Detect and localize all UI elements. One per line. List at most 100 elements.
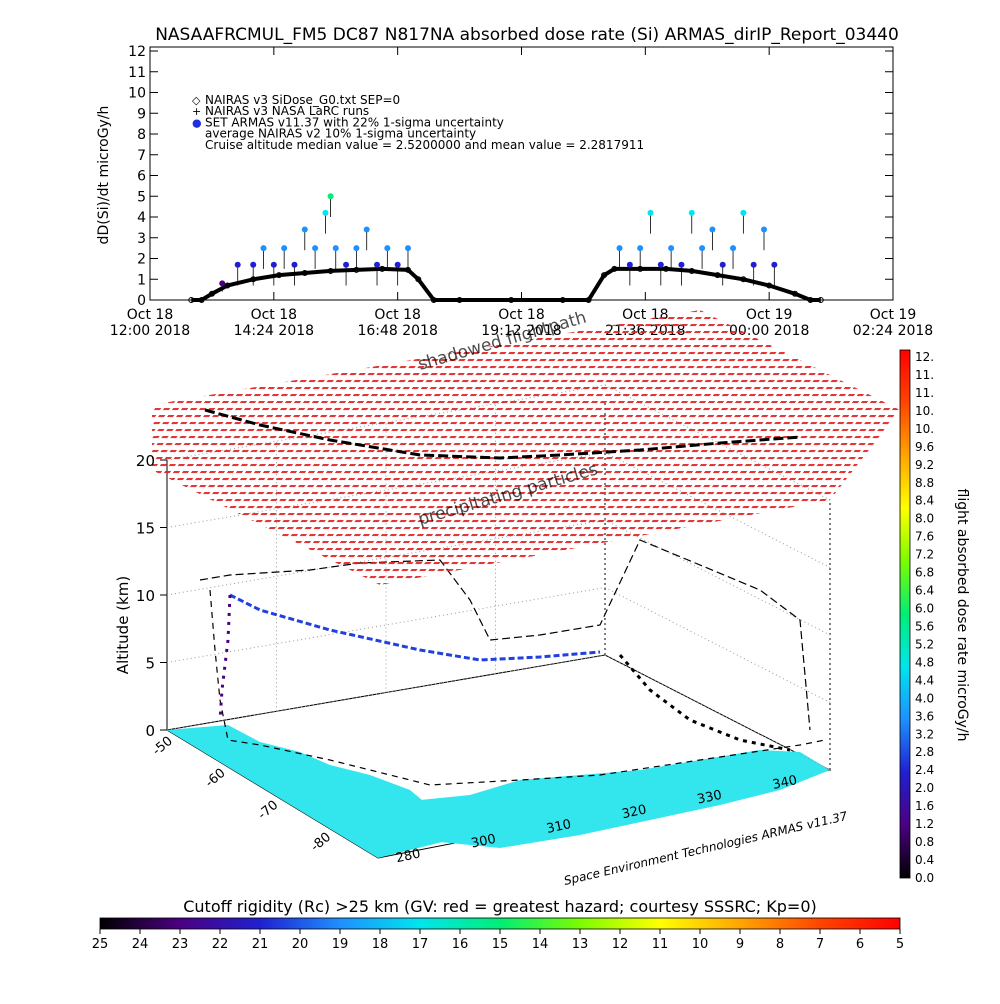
armas-point (281, 245, 288, 252)
z-tick-label: 5 (145, 655, 155, 673)
flightpath-descent (618, 654, 791, 752)
dose-colorbar-tick: 1.2 (915, 817, 934, 831)
y-tick-label: 2 (137, 252, 146, 268)
dose-colorbar-tick: 1.6 (915, 799, 934, 813)
land-south-america (167, 725, 470, 858)
legend-marker: ◇ (192, 94, 201, 107)
armas-point (750, 261, 757, 268)
rigidity-colorbar-label: Cutoff rigidity (Rc) >25 km (GV: red = g… (183, 897, 817, 916)
x-tick-date: Oct 18 (498, 307, 544, 323)
altitude-axis-label: Altitude (km) (114, 576, 132, 674)
x-tick-time: 02:24 2018 (853, 323, 933, 339)
nairas-point (430, 297, 437, 303)
armas-point (234, 261, 241, 268)
armas-point (219, 280, 226, 287)
armas-point (384, 245, 391, 252)
legend-label: average NAIRAS v2 10% 1-sigma uncertaint… (205, 127, 476, 141)
lon-tick-label: 310 (545, 817, 572, 837)
nairas-point (740, 276, 747, 283)
rigidity-colorbar-tick: 20 (292, 937, 309, 952)
rigidity-colorbar-tick: 24 (132, 937, 149, 952)
rigidity-colorbar-tick: 21 (252, 937, 269, 952)
dose-colorbar-tick: 2.4 (915, 763, 934, 777)
x-tick-date: Oct 18 (374, 307, 420, 323)
flightpath-dose-colored (229, 593, 601, 662)
armas-point (709, 226, 716, 233)
nairas-point (198, 297, 205, 303)
shadowed-layer (152, 310, 900, 585)
nairas-point (559, 297, 566, 303)
rigidity-colorbar-tick: 16 (452, 937, 469, 952)
x-tick-date: Oct 19 (870, 307, 916, 323)
legend-marker: + (192, 105, 201, 118)
armas-point (343, 261, 350, 268)
flightpath-ground-projection (209, 589, 826, 786)
z-tick-label: 10 (136, 587, 155, 605)
rigidity-colorbar-tick: 10 (692, 937, 709, 952)
rigidity-colorbar-tick: 11 (652, 937, 669, 952)
y-tick-label: 3 (137, 231, 146, 247)
armas-point (394, 261, 401, 268)
armas-point (668, 245, 675, 252)
shadowed-flightpath-line (204, 408, 801, 460)
nairas-point (456, 297, 463, 303)
legend-label: Cruise altitude median value = 2.5200000… (205, 138, 644, 152)
armas-point (404, 245, 411, 252)
dose-colorbar-tick: 2.0 (915, 781, 934, 795)
nairas-point (188, 297, 195, 303)
armas-point (322, 209, 329, 216)
legend-label: SET ARMAS v11.37 with 22% 1-sigma uncert… (205, 115, 504, 129)
lat-tick-label: -70 (255, 798, 281, 823)
dose-colorbar-tick: 0.0 (915, 871, 934, 885)
z-tick-label: 20 (136, 452, 155, 470)
dose-colorbar-tick: 8.4 (915, 494, 934, 508)
nairas-point (415, 276, 422, 283)
timeseries-y-axis-label: dD(Si)/dt microGy/h (96, 106, 112, 245)
dose-colorbar-tick: 11. (915, 368, 934, 382)
lon-tick-label: 330 (696, 788, 723, 808)
dose-colorbar-tick: 4.4 (915, 673, 934, 687)
dose-colorbar-tick: 0.8 (915, 835, 934, 849)
rigidity-colorbar-tick: 12 (612, 937, 629, 952)
nairas-point (766, 282, 773, 289)
armas-point (719, 261, 726, 268)
armas-point (730, 245, 737, 252)
lat-tick-label: -80 (308, 830, 334, 855)
x-tick-time: 12:00 2018 (110, 323, 190, 339)
dose-colorbar-tick: 5.2 (915, 637, 934, 651)
legend-label: NAIRAS v3 SiDose_G0.txt SEP=0 (205, 93, 400, 107)
dose-colorbar (899, 349, 911, 879)
armas-point (327, 193, 334, 200)
rigidity-colorbar-tick: 23 (172, 937, 189, 952)
y-tick-label: 5 (137, 189, 146, 205)
dose-colorbar-tick: 7.6 (915, 530, 934, 544)
armas-point (260, 245, 267, 252)
nairas-point (379, 265, 386, 272)
rigidity-colorbar-tick: 25 (92, 937, 109, 952)
nairas-point (327, 267, 334, 274)
armas-point (374, 261, 381, 268)
armas-point (699, 245, 706, 252)
armas-point (332, 245, 339, 252)
y-tick-label: 10 (128, 86, 146, 102)
dose-colorbar-tick: 6.4 (915, 584, 934, 598)
x-tick-date: Oct 19 (746, 307, 792, 323)
rigidity-colorbar (99, 917, 901, 930)
rigidity-colorbar-tick: 13 (572, 937, 589, 952)
armas-point (616, 245, 623, 252)
armas-point (657, 261, 664, 268)
x-tick-time: 16:48 2018 (357, 323, 437, 339)
armas-point (771, 261, 778, 268)
nairas-point (508, 297, 515, 303)
y-tick-label: 9 (137, 106, 146, 122)
x-tick-time: 19:12 2018 (481, 323, 561, 339)
lon-tick-label: 300 (470, 832, 497, 852)
nairas-point (714, 272, 721, 279)
y-tick-label: 4 (137, 210, 146, 226)
armas-point (312, 245, 319, 252)
rigidity-colorbar-tick: 7 (816, 937, 824, 952)
y-tick-label: 6 (137, 169, 146, 185)
nairas-point (585, 297, 592, 303)
grid-line-z-right (604, 519, 831, 636)
